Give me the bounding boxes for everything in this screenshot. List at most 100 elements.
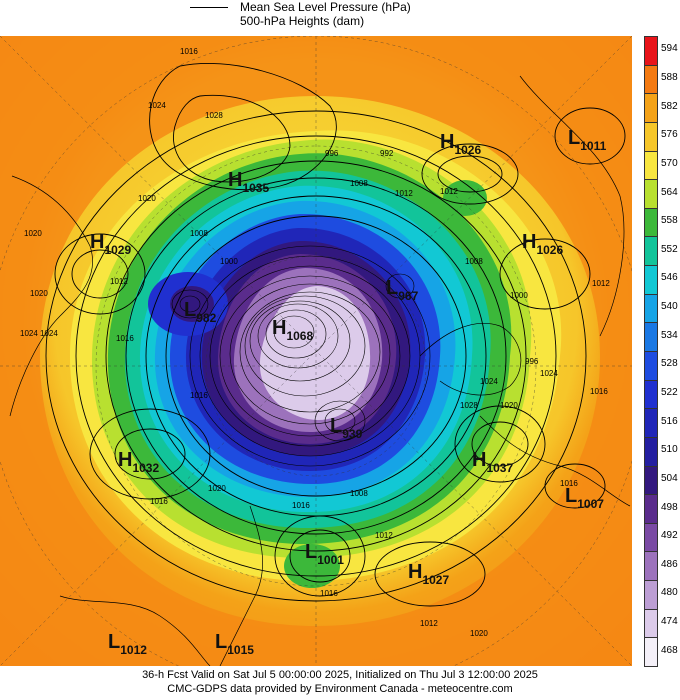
isobar-value-label: 1024 [480, 377, 498, 386]
colorbar-label: 468 [661, 644, 678, 656]
isobar-value-label: 1008 [190, 229, 208, 238]
isobar-value-label: 1020 [500, 401, 518, 410]
isobar-value-label: 1012 [375, 531, 393, 540]
high-pressure-center: H1026 [440, 131, 481, 157]
isobar-value-label: 1020 [30, 289, 48, 298]
isobar-value-label: 1008 [350, 179, 368, 188]
colorbar: 594 588 582 576 570 564 558 552 546 540 534 528 522 5… [644, 36, 680, 667]
colorbar-swatch [644, 179, 658, 209]
isobar-value-label: 1016 [560, 479, 578, 488]
colorbar-swatch [644, 351, 658, 381]
trough-blob-northeast [443, 180, 487, 216]
high-pressure-center: H1037 [472, 449, 513, 475]
low-pressure-center: L939 [330, 415, 363, 441]
legend: Mean Sea Level Pressure (hPa) 500-hPa He… [190, 0, 490, 30]
colorbar-label: 552 [661, 243, 678, 255]
isobar-value-label: 1020 [470, 629, 488, 638]
low-pressure-center: L1011 [568, 127, 607, 153]
isobar-value-label: 1012 [440, 187, 458, 196]
isobar-value-label: 996 [525, 357, 539, 366]
height-588-region [0, 36, 632, 666]
isobar-value-label: 1012 [395, 189, 413, 198]
colorbar-swatch [644, 36, 658, 66]
colorbar-swatch [644, 121, 658, 152]
isobar-value-label: 1008 [350, 489, 368, 498]
colorbar-label: 492 [661, 530, 678, 542]
coastlines [9, 75, 631, 666]
colorbar-swatch [644, 150, 658, 181]
colorbar-label: 480 [661, 587, 678, 599]
low-pressure-center: L982 [184, 299, 217, 325]
isobar-value-label: 1012 [592, 279, 610, 288]
colorbar-swatch [644, 608, 658, 639]
colorbar-label: 528 [661, 358, 678, 370]
low-pressure-center: L1001 [305, 541, 344, 567]
isobar-line-sample [190, 6, 228, 8]
isobar-value-label: 1012 [110, 277, 128, 286]
inner-contours [171, 245, 431, 467]
isobar-value-label: 1008 [465, 257, 483, 266]
isobar-value-label: 1024 [20, 329, 38, 338]
low-pressure-center: L967 [386, 277, 419, 303]
isobar-value-label: 996 [325, 149, 339, 158]
footer: 36-h Fcst Valid on Sat Jul 5 00:00:00 20… [0, 668, 680, 696]
colorbar-label: 564 [661, 186, 678, 198]
colorbar-swatch [644, 293, 658, 324]
colorbar-swatch [644, 580, 658, 610]
isobar-value-label: 1016 [292, 501, 310, 510]
colorbar-swatch [644, 379, 658, 410]
colorbar-label: 504 [661, 472, 678, 484]
isobar-value-label: 1016 [150, 497, 168, 506]
isobar-value-label: 1016 [590, 387, 608, 396]
colorbar-label: 498 [661, 501, 678, 513]
isobars [45, 62, 626, 607]
colorbar-label: 582 [661, 100, 678, 112]
isobar-value-label: 1024 [148, 101, 166, 110]
low-pressure-center: L1015 [215, 631, 254, 657]
colorbar-label: 594 [661, 43, 678, 55]
colorbar-swatch [644, 64, 658, 95]
colorbar-swatch [644, 465, 658, 496]
isobar-value-label: 1020 [138, 194, 156, 203]
high-pressure-center: H1035 [228, 169, 269, 195]
colorbar-label: 546 [661, 272, 678, 284]
colorbar-swatch [644, 637, 658, 667]
colorbar-label: 558 [661, 215, 678, 227]
isobar-value-label: 992 [380, 149, 394, 158]
colorbar-label: 534 [661, 329, 678, 341]
isobar-value-label: 1016 [190, 391, 208, 400]
map-canvas: 1016 1024 1028 1020 1020 1012 1016 1020 1024 1008… [0, 36, 632, 666]
isobar-value-label: 1024 [40, 329, 58, 338]
high-pressure-center: H1068 [272, 317, 313, 343]
isobar-value-label: 1020 [24, 229, 42, 238]
colorbar-label: 576 [661, 129, 678, 141]
colorbar-swatch [644, 236, 658, 267]
isobar-value-label: 1028 [205, 111, 223, 120]
legend-row-heights: 500-hPa Heights (dam) [240, 14, 364, 28]
legend-row-pressure: Mean Sea Level Pressure (hPa) [190, 0, 411, 14]
isobar-value-label: 1016 [116, 334, 134, 343]
colorbar-label: 486 [661, 558, 678, 570]
isobar-value-label: 1020 [208, 484, 226, 493]
colorbar-swatch [644, 93, 658, 123]
colorbar-label: 570 [661, 157, 678, 169]
colorbar-label: 540 [661, 301, 678, 313]
isobar-labels: 1016 1024 1028 1020 1020 1012 1016 1020 1024 1008… [20, 47, 610, 638]
colorbar-swatch [644, 551, 658, 582]
legend-heights-label: 500-hPa Heights (dam) [240, 14, 365, 28]
colorbar-label: 588 [661, 71, 678, 83]
colorbar-swatch [644, 322, 658, 352]
high-pressure-center: H1029 [90, 231, 131, 257]
trough-blob-south [284, 544, 340, 588]
high-pressure-center: H1026 [522, 231, 563, 257]
isobar-value-label: 1024 [540, 369, 558, 378]
isobar-value-label: 1016 [320, 589, 338, 598]
high-pressure-center: H1032 [118, 449, 159, 475]
weather-map: 1016 1024 1028 1020 1020 1012 1016 1020 1024 1008… [0, 36, 632, 666]
footer-valid-time: 36-h Fcst Valid on Sat Jul 5 00:00:00 20… [142, 669, 538, 681]
isobar-value-label: 1000 [220, 257, 238, 266]
isobar-value-label: 1016 [180, 47, 198, 56]
colorbar-label: 522 [661, 386, 678, 398]
colorbar-label: 510 [661, 444, 678, 456]
isobar-value-label: 1000 [510, 291, 528, 300]
